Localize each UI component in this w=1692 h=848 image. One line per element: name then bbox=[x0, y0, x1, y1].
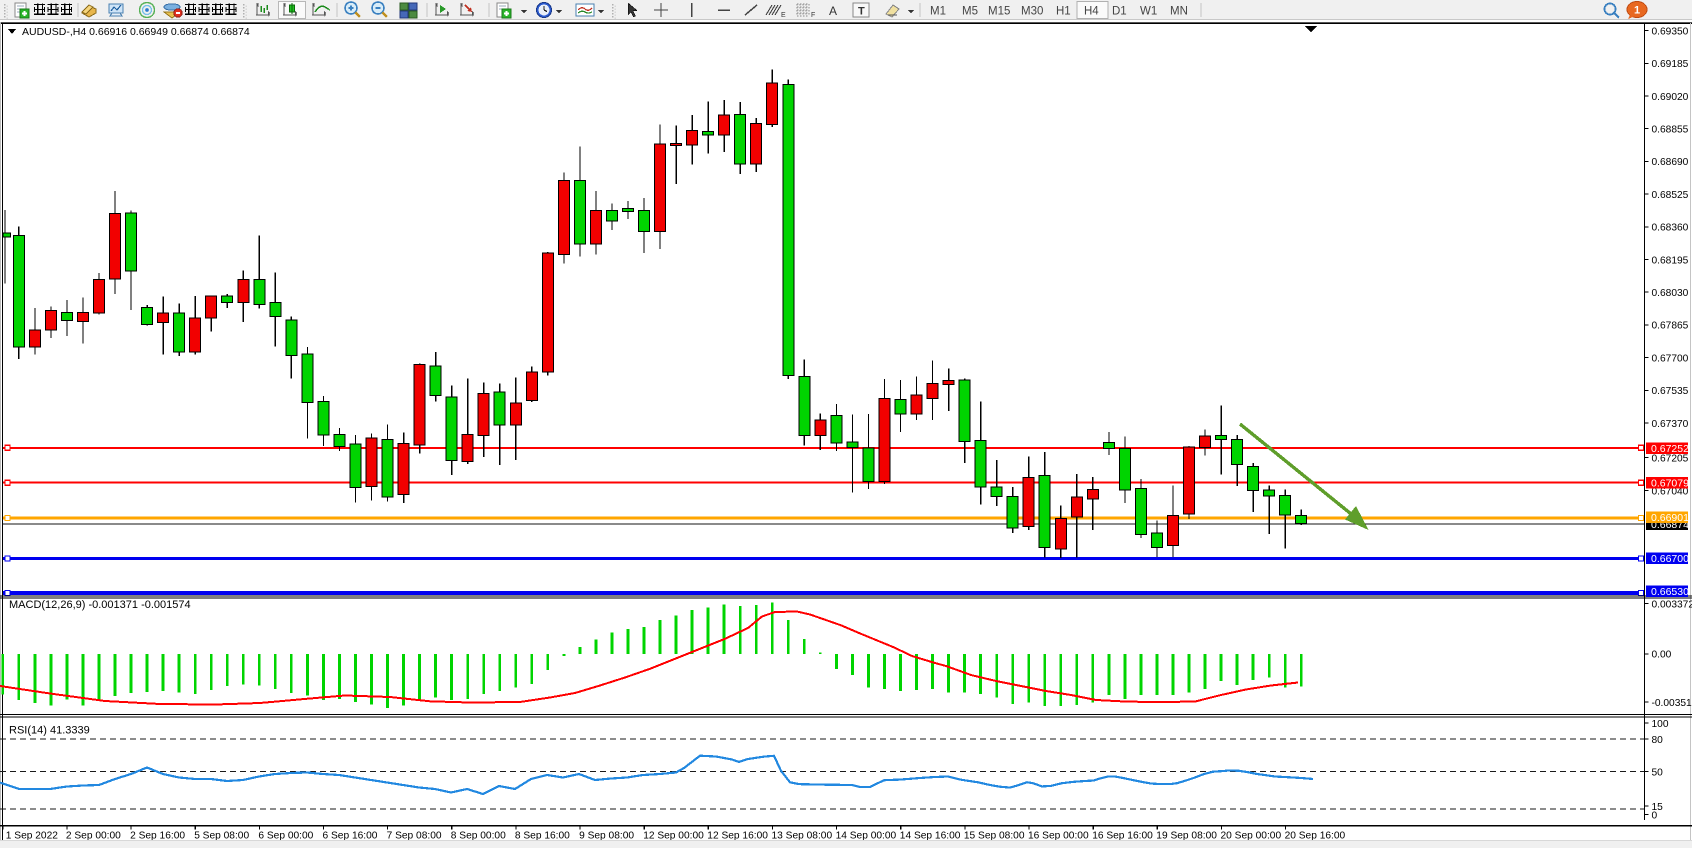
svg-text:20 Sep 00:00: 20 Sep 00:00 bbox=[1221, 830, 1282, 841]
svg-text:0.68360: 0.68360 bbox=[1652, 223, 1689, 234]
svg-text:M1: M1 bbox=[930, 6, 946, 18]
svg-text:M30: M30 bbox=[1021, 6, 1043, 18]
svg-text:0.67700: 0.67700 bbox=[1652, 353, 1689, 364]
svg-text:8 Sep 16:00: 8 Sep 16:00 bbox=[515, 830, 570, 841]
svg-text:RSI(14) 41.3339: RSI(14) 41.3339 bbox=[9, 725, 90, 737]
svg-text:0.67040: 0.67040 bbox=[1652, 486, 1689, 497]
svg-text:0.00: 0.00 bbox=[1652, 650, 1672, 661]
svg-text:M5: M5 bbox=[962, 6, 978, 18]
svg-text:0.69020: 0.69020 bbox=[1652, 92, 1689, 103]
svg-text:15 Sep 08:00: 15 Sep 08:00 bbox=[964, 830, 1025, 841]
svg-text:0.67865: 0.67865 bbox=[1652, 321, 1689, 332]
svg-text:W1: W1 bbox=[1140, 6, 1157, 18]
svg-text:0.66901: 0.66901 bbox=[1651, 512, 1689, 524]
svg-text:D1: D1 bbox=[1112, 6, 1127, 18]
svg-text:0.69185: 0.69185 bbox=[1652, 59, 1689, 70]
svg-text:20 Sep 16:00: 20 Sep 16:00 bbox=[1285, 830, 1346, 841]
svg-text:80: 80 bbox=[1652, 735, 1664, 746]
svg-text:MACD(12,26,9) -0.001371 -0.001: MACD(12,26,9) -0.001371 -0.001574 bbox=[9, 599, 191, 611]
svg-text:0.66700: 0.66700 bbox=[1651, 553, 1689, 565]
svg-text:14 Sep 16:00: 14 Sep 16:00 bbox=[900, 830, 961, 841]
svg-text:0.69350: 0.69350 bbox=[1652, 26, 1689, 37]
svg-text:T: T bbox=[858, 6, 865, 18]
svg-text:0.003372: 0.003372 bbox=[1652, 600, 1692, 611]
svg-text:A: A bbox=[829, 4, 837, 18]
svg-text:12 Sep 16:00: 12 Sep 16:00 bbox=[707, 830, 768, 841]
svg-text:50: 50 bbox=[1652, 767, 1664, 778]
svg-text:19 Sep 08:00: 19 Sep 08:00 bbox=[1156, 830, 1217, 841]
svg-text:H4: H4 bbox=[1084, 6, 1099, 18]
svg-text:2 Sep 00:00: 2 Sep 00:00 bbox=[66, 830, 121, 841]
svg-text:1 Sep 2022: 1 Sep 2022 bbox=[6, 830, 58, 841]
svg-text:8 Sep 00:00: 8 Sep 00:00 bbox=[451, 830, 506, 841]
svg-text:0.67205: 0.67205 bbox=[1652, 454, 1689, 465]
svg-text:0.67079: 0.67079 bbox=[1651, 478, 1689, 490]
svg-text:M15: M15 bbox=[988, 6, 1010, 18]
svg-text:F: F bbox=[811, 12, 815, 19]
svg-text:12 Sep 00:00: 12 Sep 00:00 bbox=[643, 830, 704, 841]
svg-text:0.68030: 0.68030 bbox=[1652, 288, 1689, 299]
svg-text:0.68525: 0.68525 bbox=[1652, 190, 1689, 201]
svg-text:0.68195: 0.68195 bbox=[1652, 255, 1689, 266]
svg-text:0: 0 bbox=[1652, 810, 1658, 821]
svg-text:16 Sep 16:00: 16 Sep 16:00 bbox=[1092, 830, 1153, 841]
svg-text:1: 1 bbox=[1634, 5, 1640, 17]
svg-text:5 Sep 08:00: 5 Sep 08:00 bbox=[194, 830, 249, 841]
svg-text:15: 15 bbox=[1652, 802, 1664, 813]
svg-text:E: E bbox=[781, 12, 786, 19]
svg-text:2 Sep 16:00: 2 Sep 16:00 bbox=[130, 830, 185, 841]
svg-text:AUDUSD-,H4 0.66916 0.66949 0.: AUDUSD-,H4 0.66916 0.66949 0.66874 0.668… bbox=[22, 26, 250, 38]
svg-text:100: 100 bbox=[1652, 719, 1669, 730]
svg-text:0.67252: 0.67252 bbox=[1651, 443, 1689, 455]
svg-text:0.68855: 0.68855 bbox=[1652, 125, 1689, 136]
svg-text:0.66530: 0.66530 bbox=[1651, 586, 1689, 598]
svg-text:7 Sep 08:00: 7 Sep 08:00 bbox=[387, 830, 442, 841]
svg-text:16 Sep 00:00: 16 Sep 00:00 bbox=[1028, 830, 1089, 841]
svg-text:MN: MN bbox=[1170, 6, 1188, 18]
svg-text:0.68690: 0.68690 bbox=[1652, 157, 1689, 168]
svg-text:9 Sep 08:00: 9 Sep 08:00 bbox=[579, 830, 634, 841]
svg-text:-0.003519: -0.003519 bbox=[1652, 698, 1692, 709]
svg-text:14 Sep 00:00: 14 Sep 00:00 bbox=[836, 830, 897, 841]
svg-text:6 Sep 16:00: 6 Sep 16:00 bbox=[323, 830, 378, 841]
svg-text:0.67535: 0.67535 bbox=[1652, 386, 1689, 397]
svg-text:H1: H1 bbox=[1056, 6, 1071, 18]
svg-text:6 Sep 00:00: 6 Sep 00:00 bbox=[258, 830, 313, 841]
svg-text:13 Sep 08:00: 13 Sep 08:00 bbox=[772, 830, 833, 841]
svg-text:0.67370: 0.67370 bbox=[1652, 419, 1689, 430]
